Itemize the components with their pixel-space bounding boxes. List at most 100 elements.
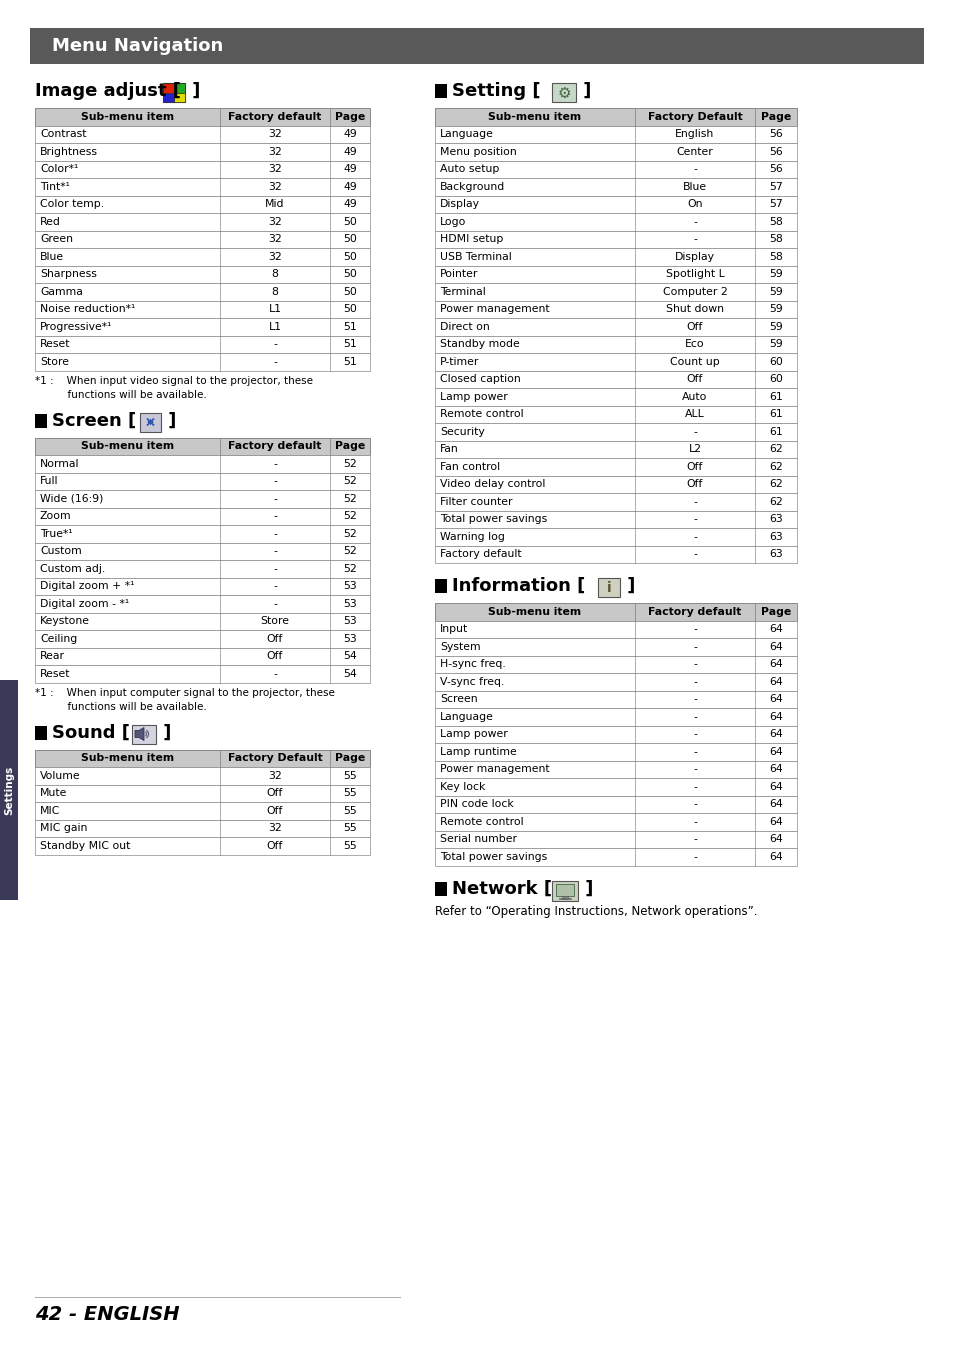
Bar	[30, 28, 923, 63]
Text: Menu Navigation: Menu Navigation	[52, 36, 223, 55]
Text: Rear: Rear	[40, 651, 65, 661]
Text: ]: ]	[186, 82, 200, 100]
Text: 61: 61	[768, 392, 782, 402]
Bar	[435, 493, 796, 510]
Text: Off: Off	[686, 321, 702, 332]
Text: Language: Language	[439, 711, 494, 722]
Bar	[598, 578, 619, 597]
Text: 64: 64	[768, 676, 782, 687]
Text: -: -	[273, 599, 276, 609]
Bar	[35, 455, 370, 472]
Text: Wide (16:9): Wide (16:9)	[40, 494, 103, 504]
Text: -: -	[692, 834, 697, 844]
Text: Sub-menu item: Sub-menu item	[81, 112, 173, 122]
Bar	[35, 508, 370, 525]
Text: 59: 59	[768, 304, 782, 315]
Text: 61: 61	[768, 427, 782, 437]
Text: Fan control: Fan control	[439, 462, 499, 471]
Text: Factory default: Factory default	[228, 441, 321, 451]
Text: 53: 53	[343, 582, 356, 591]
Text: Standby MIC out: Standby MIC out	[40, 841, 131, 850]
Text: Page: Page	[335, 441, 365, 451]
Text: Tint*¹: Tint*¹	[40, 182, 70, 192]
Text: 62: 62	[768, 444, 782, 454]
Text: Auto: Auto	[681, 392, 707, 402]
Bar	[35, 595, 370, 613]
Bar	[35, 231, 370, 248]
Text: 64: 64	[768, 834, 782, 844]
Text: ]: ]	[157, 724, 172, 741]
Text: L1: L1	[268, 321, 281, 332]
Text: Color temp.: Color temp.	[40, 200, 104, 209]
Text: Sub-menu item: Sub-menu item	[81, 441, 173, 451]
Text: USB Terminal: USB Terminal	[439, 251, 511, 262]
Text: Ceiling: Ceiling	[40, 633, 77, 644]
Text: Standby mode: Standby mode	[439, 339, 519, 350]
Bar	[35, 108, 370, 126]
Text: ALL: ALL	[684, 409, 704, 420]
Bar	[35, 630, 370, 648]
Text: 56: 56	[768, 147, 782, 157]
Bar	[35, 749, 370, 767]
Text: 54: 54	[343, 668, 356, 679]
Bar	[435, 656, 796, 674]
Text: 52: 52	[343, 564, 356, 574]
Text: 58: 58	[768, 251, 782, 262]
Bar	[35, 284, 370, 301]
Bar	[35, 648, 370, 666]
Text: 53: 53	[343, 616, 356, 626]
Bar	[435, 458, 796, 475]
Text: Custom: Custom	[40, 547, 82, 556]
Text: Shut down: Shut down	[665, 304, 723, 315]
Text: H-sync freq.: H-sync freq.	[439, 659, 505, 670]
Bar	[435, 108, 796, 126]
Bar	[435, 178, 796, 196]
Text: -: -	[692, 817, 697, 826]
Text: P-timer: P-timer	[439, 356, 478, 367]
Text: On: On	[686, 200, 702, 209]
Text: 54: 54	[343, 651, 356, 661]
Text: Factory default: Factory default	[228, 112, 321, 122]
Text: 8: 8	[272, 269, 278, 279]
Bar	[435, 639, 796, 656]
Bar	[173, 82, 185, 93]
Text: -: -	[692, 711, 697, 722]
Text: 32: 32	[268, 235, 281, 244]
Text: 32: 32	[268, 130, 281, 139]
Bar	[35, 161, 370, 178]
Text: 57: 57	[768, 182, 782, 192]
Bar	[435, 352, 796, 370]
Text: HDMI setup: HDMI setup	[439, 235, 503, 244]
Text: -: -	[692, 764, 697, 775]
Text: 53: 53	[343, 599, 356, 609]
Text: L2: L2	[688, 444, 700, 454]
Text: 55: 55	[343, 824, 356, 833]
Text: Color*¹: Color*¹	[40, 165, 78, 174]
Bar	[35, 413, 47, 428]
Text: -: -	[273, 529, 276, 539]
Text: Sub-menu item: Sub-menu item	[81, 753, 173, 763]
Text: -: -	[692, 747, 697, 757]
Text: 60: 60	[768, 374, 782, 385]
Text: 64: 64	[768, 799, 782, 809]
Bar	[435, 370, 796, 387]
Bar	[435, 301, 796, 319]
Text: Spotlight L: Spotlight L	[665, 269, 723, 279]
Bar	[35, 578, 370, 595]
Text: 56: 56	[768, 165, 782, 174]
Text: 64: 64	[768, 782, 782, 791]
Bar	[132, 725, 156, 744]
Text: ]: ]	[162, 412, 176, 429]
Bar	[435, 603, 796, 621]
Bar	[163, 82, 185, 103]
Text: Noise reduction*¹: Noise reduction*¹	[40, 304, 135, 315]
Text: 52: 52	[343, 494, 356, 504]
Bar	[435, 778, 796, 795]
Text: 57: 57	[768, 200, 782, 209]
Text: -: -	[692, 165, 697, 174]
Bar	[35, 319, 370, 336]
Text: 60: 60	[768, 356, 782, 367]
Bar	[35, 336, 370, 352]
Text: -: -	[692, 782, 697, 791]
Text: -: -	[273, 564, 276, 574]
